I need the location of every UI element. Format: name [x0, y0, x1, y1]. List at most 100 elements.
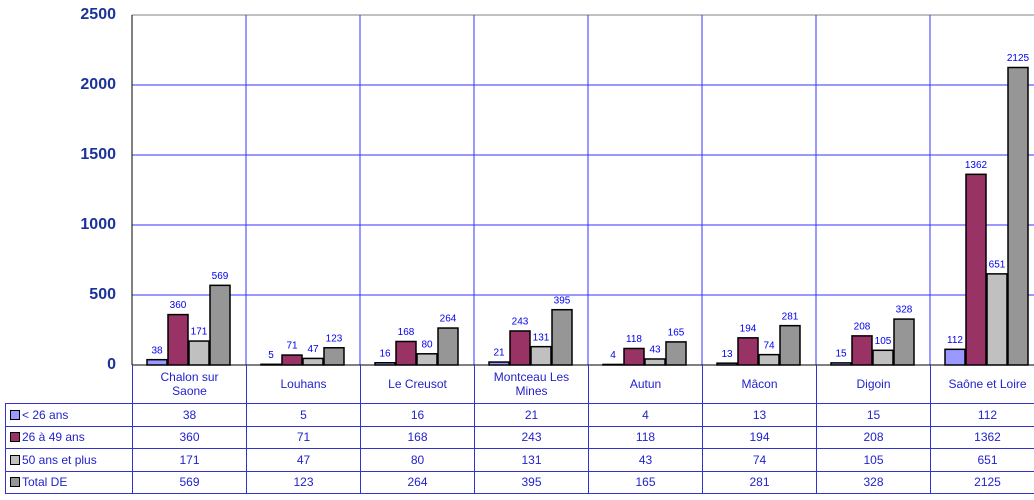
table-value: 15: [816, 403, 931, 427]
data-label: 651: [989, 260, 1006, 271]
table-value: 194: [702, 425, 817, 449]
data-label: 2125: [1007, 53, 1030, 64]
bar: [374, 362, 396, 366]
data-label: 165: [668, 328, 685, 339]
data-label: 80: [421, 339, 433, 350]
table-value: 168: [360, 425, 475, 449]
legend-label: < 26 ans: [22, 407, 69, 422]
bar: [188, 340, 210, 366]
category-header-text: Montceau Les Mines: [493, 370, 570, 398]
table-value-text: 47: [296, 452, 311, 467]
data-label: 131: [533, 332, 550, 343]
table-value-text: 74: [752, 452, 767, 467]
table-value: 651: [930, 448, 1034, 472]
data-label: 243: [512, 317, 529, 328]
data-label: 47: [307, 344, 319, 355]
table-value-text: 43: [638, 452, 653, 467]
data-label: 1362: [965, 160, 988, 171]
bar: [872, 349, 894, 366]
table-value-text: 38: [182, 407, 197, 422]
legend-cell: 50 ans et plus: [5, 448, 133, 472]
data-label: 16: [379, 348, 391, 359]
table-value-text: 118: [635, 430, 656, 445]
category-header: Saône et Loire: [930, 365, 1034, 404]
bar: [416, 353, 438, 366]
bar: [851, 335, 873, 366]
data-label: 281: [782, 311, 799, 322]
table-value: 13: [702, 403, 817, 427]
table-value: 38: [132, 403, 247, 427]
category-header-text: Digoin: [856, 377, 891, 391]
legend-swatch: [10, 432, 20, 443]
table-value-text: 360: [179, 430, 200, 445]
bar: [167, 313, 189, 366]
table-value: 123: [246, 470, 361, 494]
table-value: 112: [930, 403, 1034, 427]
category-header-text: Chalon sur Saone: [160, 370, 219, 398]
bar: [986, 273, 1008, 366]
data-label: 71: [286, 341, 298, 352]
bar: [893, 318, 915, 366]
bar: [281, 354, 303, 366]
bar: [602, 363, 624, 366]
bar: [944, 348, 966, 366]
table-value-text: 243: [521, 430, 542, 445]
legend-label: 26 à 49 ans: [22, 430, 85, 445]
table-value: 21: [474, 403, 589, 427]
table-value-text: 71: [296, 430, 311, 445]
legend-swatch: [10, 409, 20, 420]
data-label: 264: [440, 314, 457, 325]
y-tick-label: 500: [89, 286, 116, 303]
data-label: 194: [740, 323, 757, 334]
bar: [716, 362, 738, 366]
table-value: 395: [474, 470, 589, 494]
y-tick-label: 2000: [80, 76, 116, 93]
category-header-text: Mâcon: [741, 377, 778, 391]
category-header-text: Autun: [629, 377, 662, 391]
table-value-text: 13: [752, 407, 767, 422]
data-label: 360: [170, 300, 187, 311]
data-label: 105: [875, 336, 892, 347]
table-value-text: 651: [977, 452, 998, 467]
table-value: 5: [246, 403, 361, 427]
y-tick-label: 1000: [80, 216, 116, 233]
table-value: 2125: [930, 470, 1034, 494]
table-value-text: 1362: [974, 430, 1001, 445]
bar: [644, 358, 666, 366]
y-tick-label: 0: [107, 356, 116, 373]
table-value-text: 80: [410, 452, 425, 467]
table-value: 131: [474, 448, 589, 472]
table-value: 43: [588, 448, 703, 472]
bar: [623, 347, 645, 366]
table-value-text: 168: [407, 430, 428, 445]
data-label: 21: [493, 348, 505, 359]
category-header: Louhans: [246, 365, 361, 404]
table-value: 80: [360, 448, 475, 472]
data-label: 118: [626, 334, 642, 345]
table-value: 71: [246, 425, 361, 449]
bar: [323, 347, 345, 366]
bar: [1007, 66, 1029, 366]
bar: [209, 284, 231, 366]
data-label: 168: [398, 327, 415, 338]
bar: [737, 337, 759, 366]
bar: [146, 358, 168, 366]
table-value-text: 281: [749, 475, 770, 490]
data-label: 13: [721, 349, 733, 360]
bar: [488, 361, 510, 366]
category-header: Le Creusot: [360, 365, 475, 404]
table-value-text: 5: [300, 407, 307, 422]
bar: [551, 308, 573, 366]
table-value-text: 16: [410, 407, 425, 422]
legend-cell: Total DE: [5, 470, 133, 494]
table-value: 4: [588, 403, 703, 427]
bar: [509, 330, 531, 366]
bar: [665, 341, 687, 366]
data-label: 74: [763, 340, 775, 351]
table-value-text: 264: [407, 475, 428, 490]
table-value: 243: [474, 425, 589, 449]
category-header-text: Le Creusot: [388, 377, 447, 391]
category-header-text: Saône et Loire: [948, 377, 1027, 391]
data-label: 395: [554, 295, 571, 306]
